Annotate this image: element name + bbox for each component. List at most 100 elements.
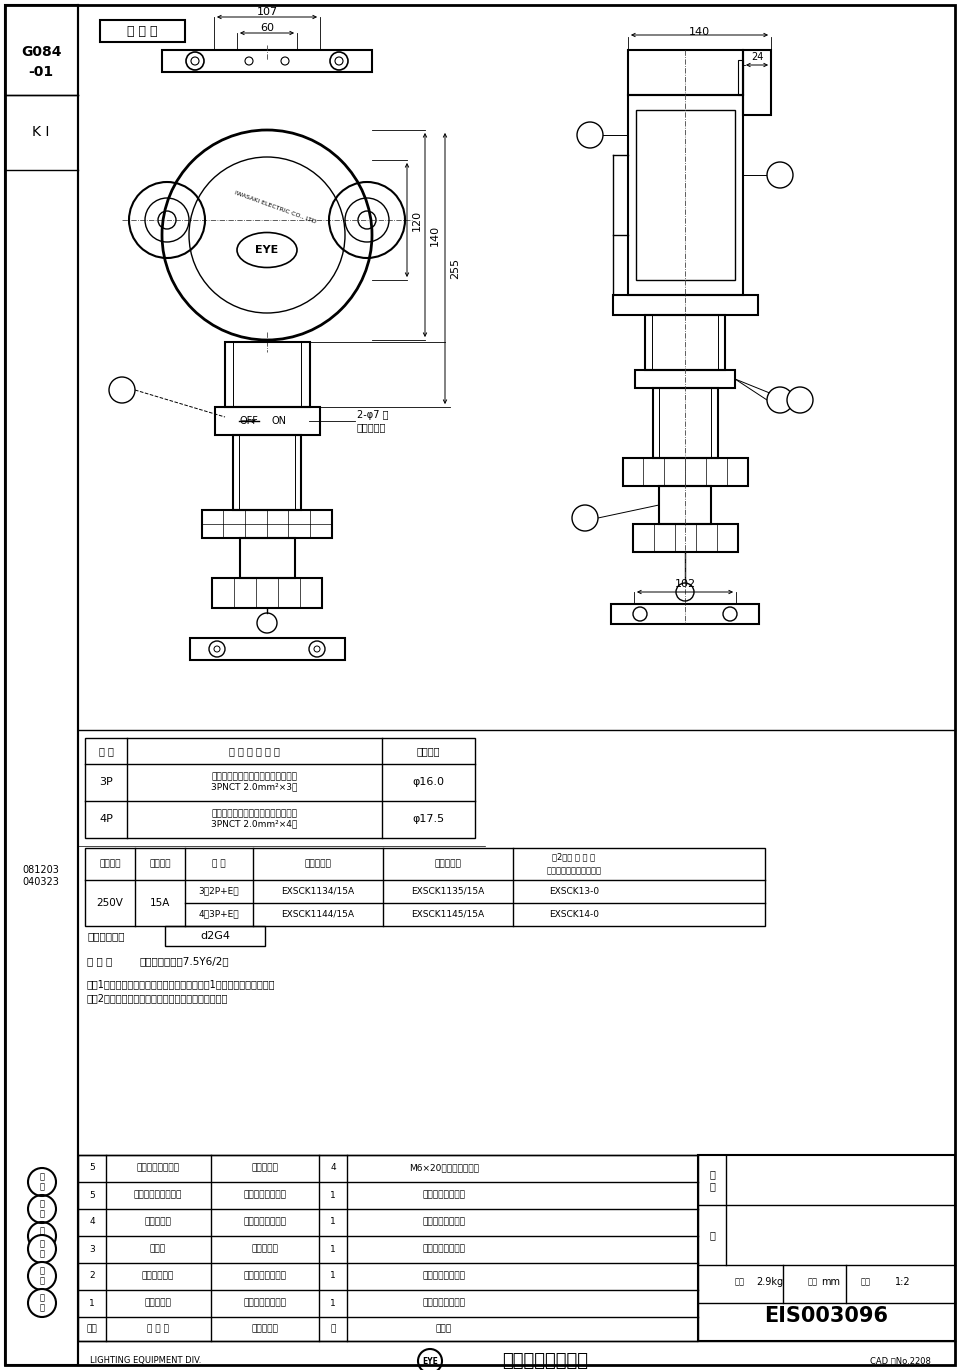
Text: ON: ON xyxy=(272,416,286,426)
Text: EYE: EYE xyxy=(255,245,278,255)
Text: 部番: 部番 xyxy=(86,1325,97,1333)
Text: 120: 120 xyxy=(412,210,422,230)
Text: 新
図: 新 図 xyxy=(39,1266,44,1285)
Text: 250V: 250V xyxy=(97,897,124,908)
Text: クロロプレンキャブタイヤケーブル
3PNCT 2.0mm²×4心: クロロプレンキャブタイヤケーブル 3PNCT 2.0mm²×4心 xyxy=(211,810,298,829)
Text: プラグホルダ: プラグホルダ xyxy=(142,1271,174,1281)
Text: EXSCK1145/15A: EXSCK1145/15A xyxy=(412,910,485,918)
Bar xyxy=(698,1155,955,1341)
Text: 仕上外径: 仕上外径 xyxy=(417,747,440,756)
Text: ２２ニ方出: ２２ニ方出 xyxy=(435,859,462,869)
Text: 検
本: 検 本 xyxy=(39,1240,44,1259)
Text: 040323: 040323 xyxy=(23,877,60,886)
Text: 3: 3 xyxy=(777,170,783,179)
Text: 単位: 単位 xyxy=(808,1277,818,1286)
Bar xyxy=(85,738,475,838)
Text: 材質・材厚: 材質・材厚 xyxy=(252,1325,278,1333)
Text: （型式検定合格証形式）: （型式検定合格証形式） xyxy=(546,866,602,875)
Text: 坂
内: 坂 内 xyxy=(39,1226,44,1245)
Bar xyxy=(628,95,743,295)
Text: 60: 60 xyxy=(260,23,274,33)
Text: メラミン焼付塗装: メラミン焼付塗装 xyxy=(422,1191,466,1200)
Text: 2．製品は本体形式のみの表示になっています。: 2．製品は本体形式のみの表示になっています。 xyxy=(87,993,228,1003)
Text: ねずみ鋳物: ねずみ鋳物 xyxy=(252,1244,278,1254)
Bar xyxy=(233,436,301,510)
Circle shape xyxy=(577,122,603,148)
Text: メラミン焼付塗装: メラミン焼付塗装 xyxy=(422,1271,466,1281)
Text: φ16.0: φ16.0 xyxy=(412,777,444,786)
Text: EYE: EYE xyxy=(422,1356,438,1366)
Text: アルミダイカスト: アルミダイカスト xyxy=(244,1218,286,1226)
Text: アルミダイカスト: アルミダイカスト xyxy=(244,1299,286,1307)
Text: 岩崎電気株式会社: 岩崎電気株式会社 xyxy=(502,1352,588,1370)
Text: 5: 5 xyxy=(797,395,804,406)
Circle shape xyxy=(572,506,598,532)
Text: １６ニ方出: １６ニ方出 xyxy=(304,859,331,869)
Text: プラグ挿入口カバー: プラグ挿入口カバー xyxy=(133,1191,182,1200)
Text: 4（3P+E）: 4（3P+E） xyxy=(199,910,239,918)
Bar xyxy=(738,60,743,95)
Text: 締付リング: 締付リング xyxy=(145,1218,172,1226)
Text: 24: 24 xyxy=(751,52,763,62)
Text: 2.9kg: 2.9kg xyxy=(756,1277,783,1286)
Text: 140: 140 xyxy=(688,27,709,37)
Bar xyxy=(613,295,758,315)
Text: G084: G084 xyxy=(21,45,61,59)
Text: 255: 255 xyxy=(450,258,460,278)
Text: 140: 140 xyxy=(430,225,440,245)
Text: CAD 図No.2208: CAD 図No.2208 xyxy=(870,1356,931,1366)
Bar xyxy=(100,21,185,42)
Text: クロロプレンキャブタイヤケーブル
3PNCT 2.0mm²×3心: クロロプレンキャブタイヤケーブル 3PNCT 2.0mm²×3心 xyxy=(211,773,298,792)
Text: 1: 1 xyxy=(330,1299,336,1307)
Bar xyxy=(628,49,743,95)
Text: 端子箱: 端子箱 xyxy=(150,1244,166,1254)
Bar xyxy=(202,510,332,538)
Circle shape xyxy=(787,386,813,412)
Circle shape xyxy=(28,1262,56,1291)
Text: EIS003096: EIS003096 xyxy=(764,1306,888,1326)
Text: 極 数: 極 数 xyxy=(99,747,113,756)
Text: 注）1．一方出としても使えるようにプラグを1個付置させています。: 注）1．一方出としても使えるようにプラグを1個付置させています。 xyxy=(87,980,276,989)
Text: 4: 4 xyxy=(89,1218,95,1226)
Text: 適 合 ケ ー ブ ル: 適 合 ケ ー ブ ル xyxy=(228,747,279,756)
Text: メラミン焼付塗装: メラミン焼付塗装 xyxy=(422,1218,466,1226)
Bar xyxy=(623,458,748,486)
Text: 1:2: 1:2 xyxy=(895,1277,911,1286)
Circle shape xyxy=(767,386,793,412)
Text: 極 数: 極 数 xyxy=(212,859,226,869)
Text: φ17.5: φ17.5 xyxy=(412,814,444,823)
Circle shape xyxy=(767,162,793,188)
Text: カバー締付ボルト: カバー締付ボルト xyxy=(136,1163,180,1173)
Bar xyxy=(165,926,265,947)
Text: 備　考: 備 考 xyxy=(436,1325,452,1333)
Text: 107: 107 xyxy=(256,7,277,16)
Bar xyxy=(162,49,372,73)
Bar xyxy=(85,848,765,926)
Circle shape xyxy=(28,1234,56,1263)
Text: EXSCK13-0: EXSCK13-0 xyxy=(549,886,599,896)
Text: ステンレス: ステンレス xyxy=(252,1163,278,1173)
Text: 数: 数 xyxy=(330,1325,336,1333)
Text: -01: -01 xyxy=(29,64,54,79)
Text: 検
本: 検 本 xyxy=(39,1173,44,1192)
Text: 1: 1 xyxy=(587,130,593,140)
Text: 1: 1 xyxy=(330,1271,336,1281)
Text: 1: 1 xyxy=(330,1244,336,1254)
Text: アルミダイカスト: アルミダイカスト xyxy=(244,1191,286,1200)
Bar xyxy=(225,342,310,407)
Text: 3: 3 xyxy=(89,1244,95,1254)
Text: EXSCK1144/15A: EXSCK1144/15A xyxy=(281,910,354,918)
Text: 4: 4 xyxy=(777,395,783,406)
Text: 屋 内 用: 屋 内 用 xyxy=(127,25,157,37)
Text: mm: mm xyxy=(822,1277,841,1286)
Bar xyxy=(636,110,735,279)
Bar xyxy=(659,486,711,523)
Text: EXSCK1135/15A: EXSCK1135/15A xyxy=(412,886,485,896)
Text: 仕 上 色: 仕 上 色 xyxy=(87,956,112,966)
Bar xyxy=(240,538,295,578)
Text: 定格電流: 定格電流 xyxy=(149,859,171,869)
Bar xyxy=(611,604,759,623)
Text: 2: 2 xyxy=(89,1271,95,1281)
Text: メラミン焼付塗装: メラミン焼付塗装 xyxy=(422,1299,466,1307)
Text: 5: 5 xyxy=(89,1191,95,1200)
